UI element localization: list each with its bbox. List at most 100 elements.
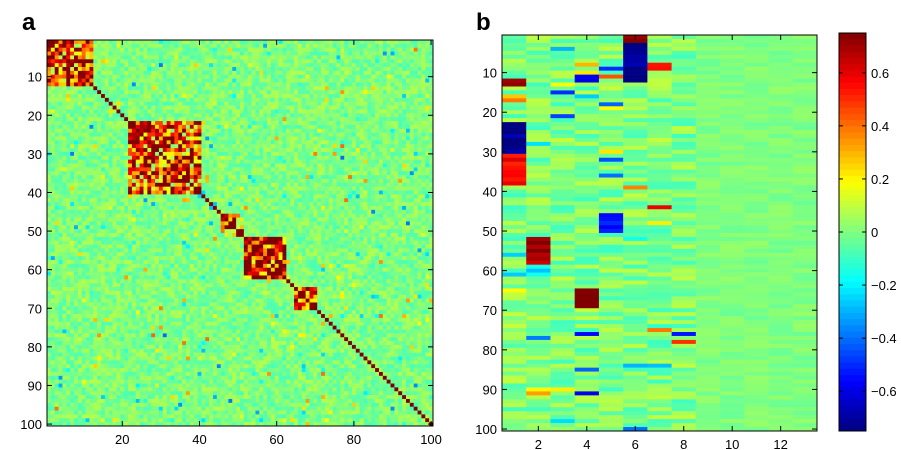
heatmap-a-cell <box>378 101 384 106</box>
heatmap-a-cell <box>409 67 414 72</box>
heatmap-a-cell <box>66 190 71 195</box>
heatmap-a-cell <box>378 63 384 68</box>
heatmap-a-cell <box>375 90 380 95</box>
heatmap-a-cell <box>205 171 210 176</box>
heatmap-a-cell <box>332 213 337 218</box>
heatmap-a-cell <box>189 140 194 145</box>
heatmap-a-cell <box>255 182 260 187</box>
heatmap-a-cell <box>178 90 183 95</box>
heatmap-a-cell <box>301 124 306 130</box>
heatmap-a-cell <box>243 190 249 195</box>
heatmap-a-cell <box>224 63 229 68</box>
heatmap-a-cell <box>243 144 249 149</box>
heatmap-a-cell <box>185 175 191 180</box>
heatmap-a-cell <box>317 144 322 149</box>
heatmap-a-cell <box>313 51 318 56</box>
heatmap-a-cell <box>286 86 291 91</box>
heatmap-a-cell <box>382 101 387 106</box>
heatmap-a-cell <box>402 43 407 49</box>
heatmap-a-cell <box>147 117 152 122</box>
heatmap-a-cell <box>89 47 94 52</box>
heatmap-a-cell <box>429 225 434 230</box>
heatmap-a-cell <box>371 124 376 130</box>
heatmap-a-cell <box>135 178 140 184</box>
heatmap-a-cell <box>212 182 218 187</box>
heatmap-a-cell <box>201 155 206 160</box>
heatmap-a-cell <box>301 40 306 45</box>
heatmap-a-cell <box>278 70 283 76</box>
heatmap-a-cell <box>267 202 272 207</box>
heatmap-a-cell <box>89 171 94 176</box>
heatmap-a-cell <box>93 59 98 64</box>
heatmap-a-cell <box>50 221 56 226</box>
heatmap-a-cell <box>93 94 98 99</box>
heatmap-a-cell <box>274 144 279 149</box>
heatmap-a-cell <box>185 43 191 49</box>
heatmap-a-cell <box>305 86 310 91</box>
heatmap-a-cell <box>174 148 179 153</box>
heatmap-a-cell <box>212 113 218 118</box>
heatmap-a-cell <box>382 94 387 99</box>
heatmap-a-cell <box>131 144 137 149</box>
heatmap-a-cell <box>359 140 364 145</box>
heatmap-a-cell <box>301 47 306 52</box>
heatmap-a-cell <box>398 105 403 110</box>
heatmap-a-cell <box>205 209 210 214</box>
heatmap-a-cell <box>81 144 86 149</box>
heatmap-a-cell <box>344 47 349 52</box>
heatmap-a-cell <box>97 171 102 176</box>
heatmap-a-cell <box>270 205 276 211</box>
heatmap-a-cell <box>328 51 333 56</box>
heatmap-a-cell <box>243 182 249 187</box>
heatmap-a-cell <box>128 178 133 184</box>
heatmap-a-cell <box>101 209 106 214</box>
heatmap-a-cell <box>193 47 198 52</box>
heatmap-a-cell <box>363 155 368 160</box>
heatmap-a-cell <box>174 94 179 99</box>
heatmap-a-cell <box>290 124 295 130</box>
heatmap-a-cell <box>398 113 403 118</box>
heatmap-a-cell <box>359 113 364 118</box>
heatmap-a-cell <box>101 163 106 168</box>
heatmap-a-cell <box>278 198 283 203</box>
heatmap-a-cell <box>162 175 167 180</box>
heatmap-a-cell <box>182 67 187 72</box>
heatmap-a-cell <box>66 175 71 180</box>
heatmap-a-cell <box>348 59 353 64</box>
heatmap-a-cell <box>197 144 202 149</box>
heatmap-a-cell <box>147 113 152 118</box>
heatmap-a-cell <box>324 74 330 79</box>
heatmap-a-cell <box>324 194 330 199</box>
heatmap-a-cell <box>182 59 187 64</box>
heatmap-a-cell <box>286 55 291 60</box>
heatmap-a-cell <box>74 51 79 56</box>
heatmap-a-cell <box>282 221 287 226</box>
heatmap-a-cell <box>143 67 148 72</box>
heatmap-a-cell <box>394 63 399 68</box>
heatmap-a-cell <box>309 132 314 137</box>
heatmap-a-cell <box>247 167 252 172</box>
heatmap-a-cell <box>321 136 326 141</box>
heatmap-a-cell <box>243 175 249 180</box>
heatmap-a-cell <box>185 155 191 160</box>
heatmap-a-cell <box>189 186 194 191</box>
heatmap-a-cell <box>97 113 102 118</box>
heatmap-a-cell <box>270 74 276 79</box>
heatmap-a-cell <box>236 101 241 106</box>
heatmap-a-cell <box>147 151 152 157</box>
heatmap-a-cell <box>182 86 187 91</box>
heatmap-a-cell <box>382 78 387 83</box>
heatmap-a-cell <box>378 198 384 203</box>
heatmap-a-cell <box>97 128 102 133</box>
heatmap-a-cell <box>209 43 214 49</box>
heatmap-a-cell <box>324 136 330 141</box>
heatmap-a-cell <box>89 121 94 126</box>
heatmap-a-cell <box>131 132 137 137</box>
heatmap-a-cell <box>89 155 94 160</box>
heatmap-a-cell <box>259 209 264 214</box>
heatmap-a-cell <box>232 82 237 87</box>
heatmap-a-cell <box>104 205 110 211</box>
heatmap-a-cell <box>425 67 430 72</box>
heatmap-a-cell <box>394 171 399 176</box>
heatmap-a-cell <box>421 97 426 103</box>
